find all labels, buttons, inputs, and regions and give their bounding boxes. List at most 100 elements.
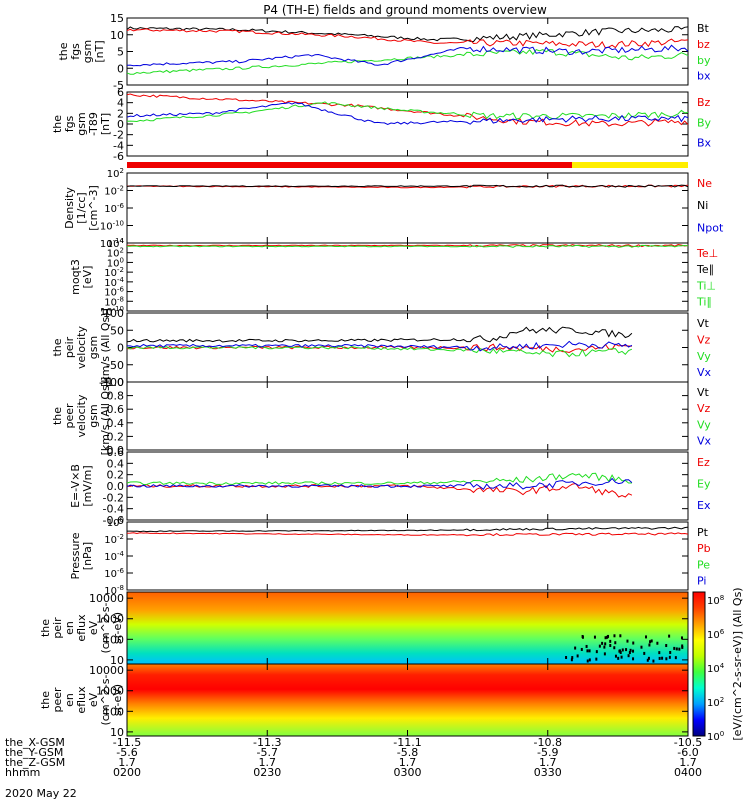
legend-entry: Bt [697,22,710,35]
y-tick-label: 100 [107,516,124,529]
legend-entry: Vx [697,366,712,379]
y-tick-label: 100 [103,633,124,646]
y-axis-label: velocity [75,326,88,369]
y-tick-label: 102 [107,167,124,180]
heatmap-dropout [581,634,584,638]
y-tick-label: -100 [99,376,124,389]
footer-value: 1.7 [118,756,136,769]
series-line-Pb [126,532,689,537]
y-tick-label: 10-4 [104,550,124,563]
legend-entry: Ti⊥ [696,279,716,292]
heatmap-dropout [678,647,681,651]
series-line-by [126,48,689,75]
panel-frame [126,17,689,86]
colorbar-label: [eV/(cm^2-s-sr-eV)] (All Qs) [731,587,744,740]
legend-entry: Npot [697,221,724,234]
heatmap-dropout [601,641,604,645]
y-axis-label: [km/s (All Qs)] [99,308,112,387]
heatmap-dropout [648,643,651,647]
y-tick-label: 4 [117,97,124,110]
heatmap-dropout [603,652,606,656]
y-axis-label: the [51,115,64,133]
series-line-Te⊥ [126,243,689,248]
heatmap-dropout [668,634,671,638]
y-tick-label: 10-6 [104,202,124,215]
y-tick-label: 10000 [89,592,124,605]
heatmap-dropout [603,645,606,649]
footer-value: -5.9 [537,746,558,759]
heatmap-dropout [620,655,623,659]
heatmap-field [127,664,688,736]
heatmap-dropout [658,656,661,660]
heatmap-dropout [613,634,616,638]
heatmap-dropout [614,654,617,658]
y-tick-label: -0.2 [103,491,124,504]
y-tick-label: 104 [107,237,125,250]
y-tick-label: 10-4 [104,276,124,289]
panel-1: 15 10 5 0 -5 the fgs gsm [nT] Bt bz by bx [57,12,711,92]
series-line-bx [126,44,689,67]
footer-value: -10.8 [534,736,562,749]
panel-7: 0.60.40.20.0-0.2-0.4-0.6E=-V×B [mV/m]EzEy… [69,446,711,527]
heatmap-dropout [680,636,683,640]
y-axis-label: sr-eV) [111,612,124,644]
y-tick-label: 10-6 [104,567,124,580]
footer-value: -10.5 [674,736,702,749]
y-tick-label: 0.4 [107,457,125,470]
y-tick-label: 1.0 [107,376,125,389]
heatmap-dropout [606,635,609,639]
heatmap-dropout [675,647,678,651]
legend-entry: Pb [697,542,711,555]
heatmap-dropout [604,642,607,646]
legend-entry: Vz [697,402,711,415]
legend-entry: bz [697,38,710,51]
y-axis-label: [nT] [99,113,112,135]
y-tick-label: -6 [113,150,124,163]
heatmap-dropout [665,657,668,661]
y-tick-label: 0.6 [107,403,125,416]
y-tick-label: 0.8 [107,390,125,403]
y-tick-label: 10 [110,654,124,667]
y-axis-label: the [39,691,52,709]
heatmap-dropout [588,649,591,653]
panel-frame [126,381,689,451]
y-tick-label: -0.6 [103,514,124,527]
panel-frame [126,172,689,244]
footer-row-label: the_X-GSM [5,736,65,749]
y-axis-label: eflux [75,686,88,714]
y-axis-label: the [39,619,52,637]
y-tick-label: 0.2 [107,469,125,482]
legend-entry: Bx [697,137,712,150]
heatmap-dropout [649,640,652,644]
y-tick-label: 10-8 [104,295,124,308]
heatmap-dropout [643,651,646,655]
y-axis-label: [1/cc] [75,192,88,223]
heatmap-dropout [627,654,630,658]
y-axis-label: eflux [75,614,88,642]
date-label: 2020 May 22 [5,787,77,800]
y-tick-label: 100 [103,705,124,718]
colorbar: 108 106 104 102 100 [eV/(cm^2-s-sr-eV)] (All … [692,587,744,743]
y-axis-label: [eV] [81,266,94,289]
y-axis-label: gsm [87,336,100,359]
y-axis-label: gsm [75,112,88,135]
series-line-Ez [126,482,633,498]
y-axis-label: gsm [87,404,100,427]
y-tick-label: 10-14 [100,237,125,250]
heatmap-dropout [632,649,635,653]
y-tick-label: 0.6 [107,446,125,459]
heatmap-dropout [674,656,677,660]
y-axis-label: [nPa] [81,542,94,570]
footer-value: -11.3 [253,736,281,749]
footer-row-label: the_Y-GSM [5,746,63,759]
heatmap-dropout [656,641,659,645]
heatmap-dropout [640,645,643,649]
y-tick-label: 10-2 [104,533,124,546]
legend-entry: Vx [697,434,712,447]
footer-value: -5.6 [116,746,137,759]
heatmap-dropout [618,649,621,653]
y-axis-label: [km/s (All Qs)] [99,377,112,456]
y-tick-label: 2 [117,107,124,120]
legend-entry: Te⊥ [696,247,718,260]
